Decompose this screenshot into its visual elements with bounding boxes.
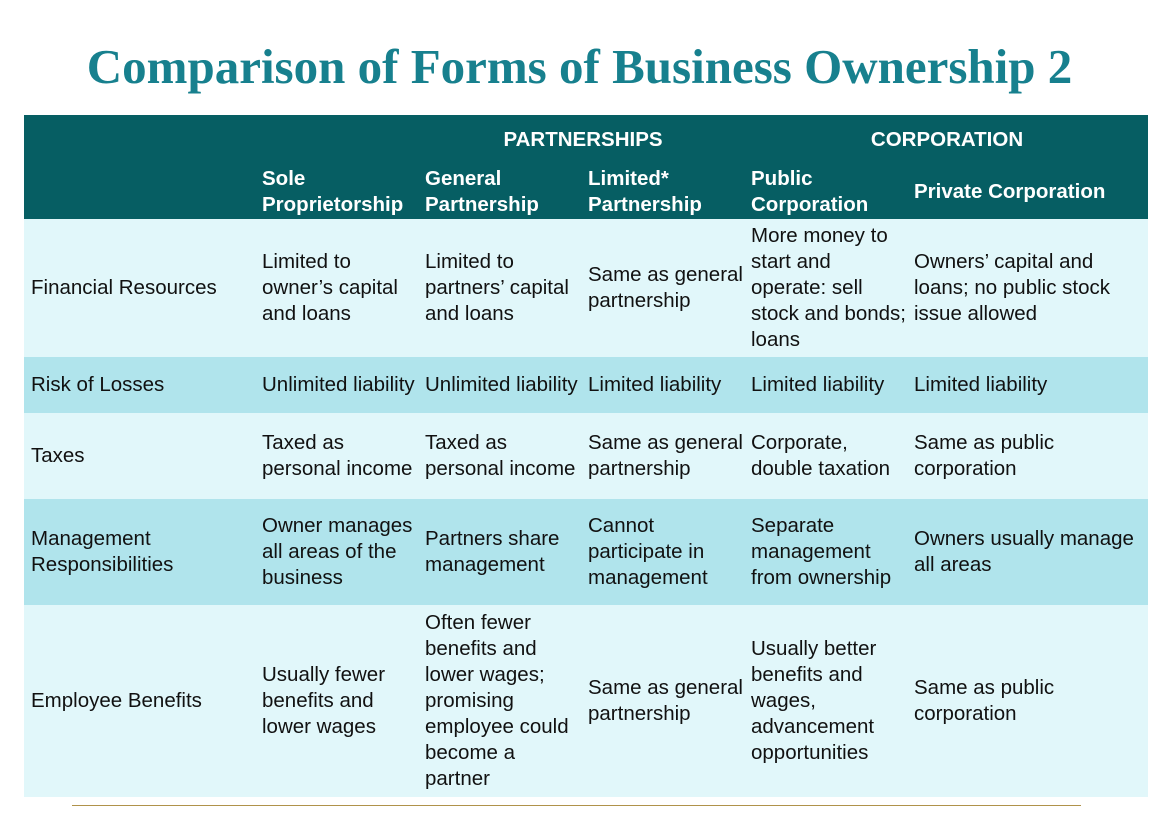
table-row-risk-of-losses: Risk of Losses Unlimited liability Unlim… — [24, 357, 1149, 413]
table-cell: Owners usually manage all areas — [909, 499, 1149, 605]
row-label: Risk of Losses — [24, 357, 257, 413]
row-label: Taxes — [24, 413, 257, 499]
group-header-empty — [257, 115, 420, 165]
table-row-employee-benefits: Employee Benefits Usually fewer benefits… — [24, 605, 1149, 797]
table-cell: More money to start and operate: sell st… — [746, 219, 909, 357]
row-label: Management Responsibilities — [24, 499, 257, 605]
group-header-row: PARTNERSHIPS CORPORATION — [24, 115, 1149, 165]
table-cell: Taxed as personal income — [420, 413, 583, 499]
table-cell: Usually better benefits and wages, advan… — [746, 605, 909, 797]
table-cell: Same as general partnership — [583, 605, 746, 797]
table-cell: Same as public corporation — [909, 413, 1149, 499]
table-cell: Same as general partnership — [583, 219, 746, 357]
group-header-empty — [24, 115, 257, 165]
column-header-limited: Limited* Partnership — [583, 165, 746, 219]
table-row-taxes: Taxes Taxed as personal income Taxed as … — [24, 413, 1149, 499]
table-cell: Owners’ capital and loans; no public sto… — [909, 219, 1149, 357]
table-cell: Limited liability — [746, 357, 909, 413]
table-cell: Often fewer benefits and lower wages; pr… — [420, 605, 583, 797]
table-cell: Owner manages all areas of the business — [257, 499, 420, 605]
comparison-table: PARTNERSHIPS CORPORATION Sole Proprietor… — [24, 115, 1149, 797]
footer-rule — [72, 805, 1081, 806]
column-header-sole: Sole Proprietorship — [257, 165, 420, 219]
table-cell: Unlimited liability — [257, 357, 420, 413]
table-cell: Limited liability — [909, 357, 1149, 413]
table-row-management-responsibilities: Management Responsibilities Owner manage… — [24, 499, 1149, 605]
column-header-row: Sole Proprietorship General Partnership … — [24, 165, 1149, 219]
table-cell: Corporate, double taxation — [746, 413, 909, 499]
row-label: Employee Benefits — [24, 605, 257, 797]
group-header-corporation: CORPORATION — [746, 115, 1149, 165]
row-label: Financial Resources — [24, 219, 257, 357]
column-header-general: General Partnership — [420, 165, 583, 219]
table-cell: Same as general partnership — [583, 413, 746, 499]
slide-title: Comparison of Forms of Business Ownershi… — [86, 39, 1073, 94]
table-cell: Partners share management — [420, 499, 583, 605]
table-cell: Same as public corporation — [909, 605, 1149, 797]
table-cell: Taxed as personal income — [257, 413, 420, 499]
column-header-public: Public Corporation — [746, 165, 909, 219]
table-cell: Limited liability — [583, 357, 746, 413]
table-cell: Unlimited liability — [420, 357, 583, 413]
table-cell: Limited to owner’s capital and loans — [257, 219, 420, 357]
table-cell: Cannot participate in management — [583, 499, 746, 605]
column-header-empty — [24, 165, 257, 219]
table-cell: Separate management from ownership — [746, 499, 909, 605]
group-header-partnerships: PARTNERSHIPS — [420, 115, 746, 165]
table-cell: Usually fewer benefits and lower wages — [257, 605, 420, 797]
table-cell: Limited to partners’ capital and loans — [420, 219, 583, 357]
column-header-private: Private Corporation — [909, 165, 1149, 219]
table-row-financial-resources: Financial Resources Limited to owner’s c… — [24, 219, 1149, 357]
